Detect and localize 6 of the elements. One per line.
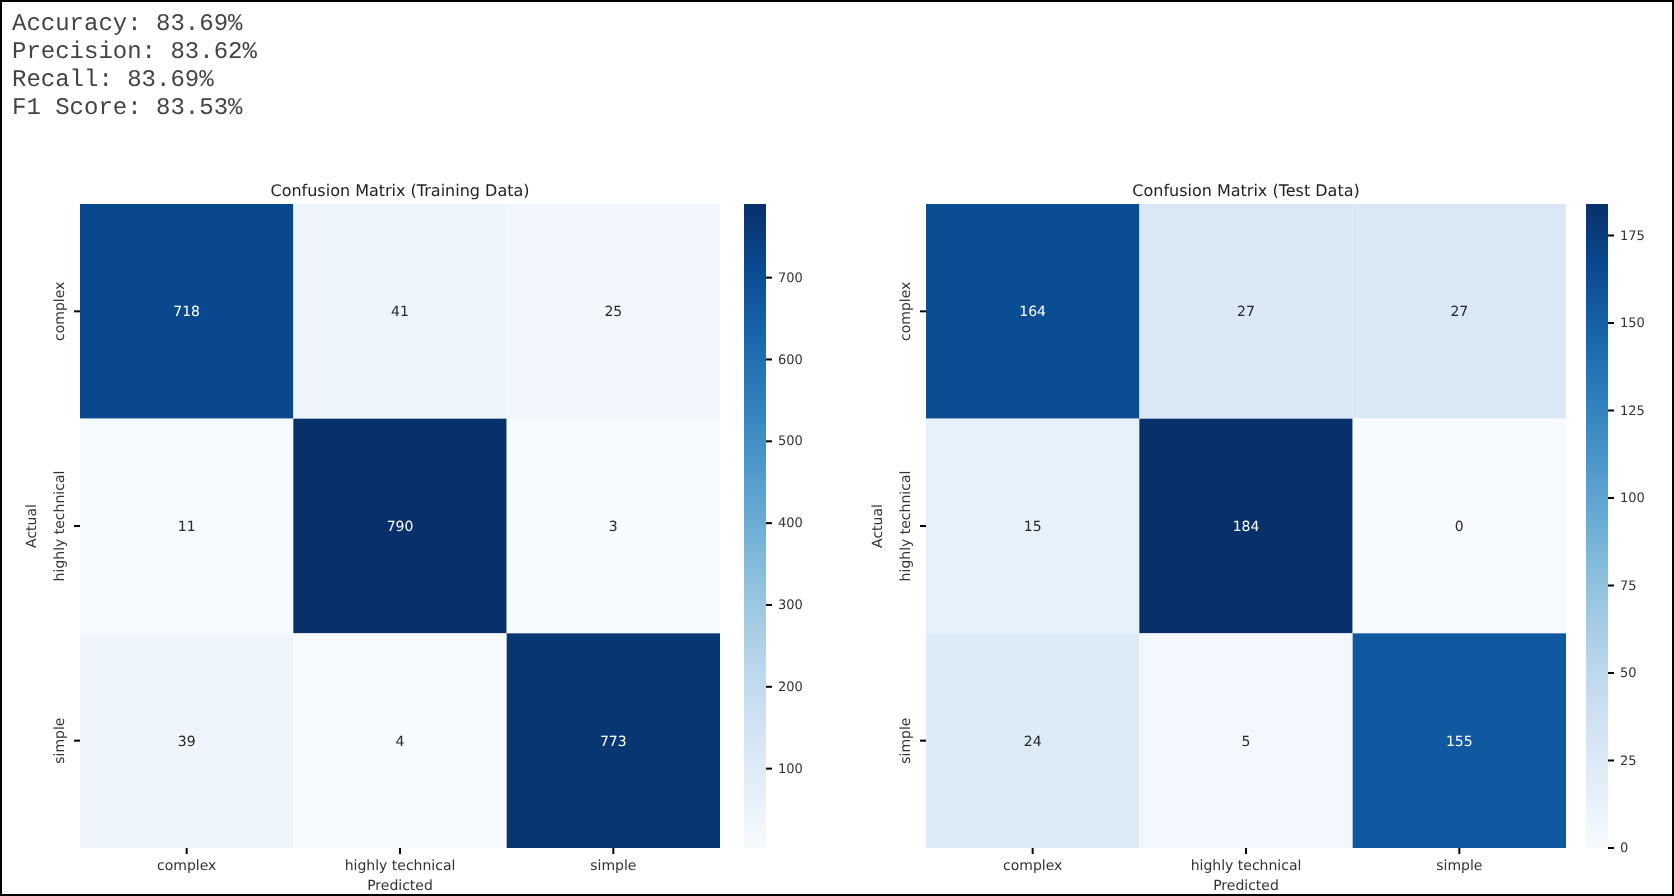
text: F1 Score: 83.53% <box>12 94 245 122</box>
text: Precision: 83.62% <box>12 38 259 66</box>
chart-title: Confusion Matrix (Test Data) <box>1132 182 1360 200</box>
chart-title: Confusion Matrix (Training Data) <box>270 182 530 200</box>
text: Accuracy: 83.69% <box>12 10 245 38</box>
text: Recall: 83.69% <box>12 66 216 94</box>
